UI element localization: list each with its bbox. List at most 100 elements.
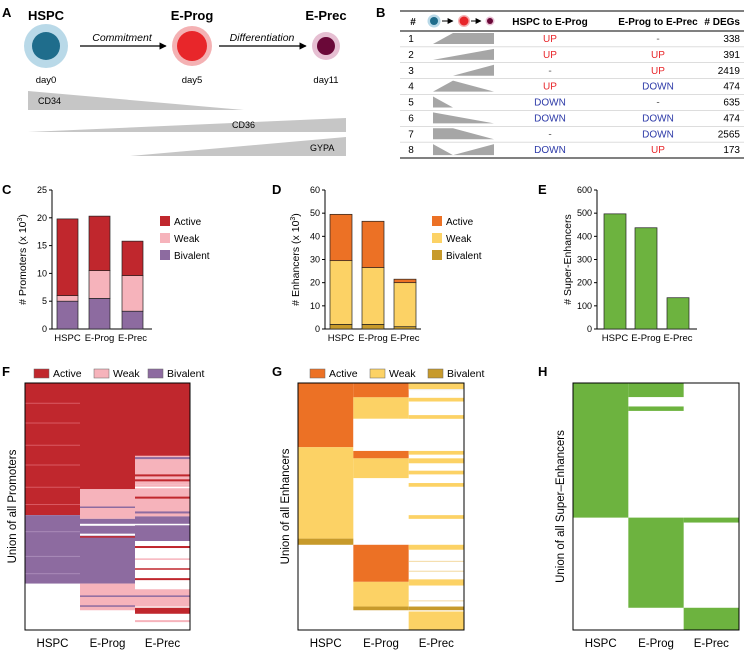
heatmap-row-axis-label: Union of all Enhancers [280,448,292,564]
y-axis-label-sup: 3 [17,217,24,221]
y-axis-label: # Super-Enhancers [562,214,574,304]
hspc-mini-nucleus [430,17,438,25]
y-tick-label: 30 [310,255,320,265]
bar-hspc-active [329,213,353,262]
legend-swatch-weak [432,233,442,243]
x-tick-label: HSPC [328,333,355,344]
col-header-hspc-eprog: HSPC to E-Prog [512,17,588,28]
legend-label-bivalent: Bivalent [167,368,204,380]
x-tick-label: E-Prec [118,333,147,344]
bar-hspc-bivalent [56,300,79,330]
panel-b: # HSPC to E-Prog E-Prog to E-Prec # DEGs… [400,10,744,159]
row-hspc-to-eprog: DOWN [534,113,566,124]
cd36-label: CD36 [232,120,255,130]
heatmap-block [25,515,80,584]
heatmap-block [298,447,354,539]
heatmap-block [80,383,135,490]
heatmap-line [80,506,135,508]
heatmap-line [408,389,464,391]
heatmap-frame [572,382,740,631]
y-tick-label: 200 [577,278,592,288]
y-axis-label-text: # Enhancers (x 10 [290,220,302,305]
stage-name-eprog: E-Prog [171,8,214,23]
y-tick-label: 15 [37,241,47,251]
eprog-cell-nucleus [177,31,207,61]
y-tick-label: 5 [42,296,47,306]
heatmap-line [135,457,190,460]
y-tick-label: 0 [315,324,320,334]
row-eprog-to-eprec: UP [651,66,665,77]
heatmap-block [135,484,190,517]
eprec-mini-nucleus [487,18,493,24]
heatmap-block [408,458,464,464]
legend-swatch-active [33,368,50,379]
heatmap-column-label: E-Prec [145,638,180,650]
panel-label-b: B [376,5,385,20]
y-axis-label-sup: 3 [290,217,297,221]
heatmap-block [135,541,190,590]
y-tick-label: 500 [577,208,592,218]
panel-label-c: C [2,182,12,197]
legend-label-active: Active [446,217,474,228]
x-tick-label: HSPC [602,333,629,344]
row-profile-wedge [433,33,494,44]
row-profile-wedge [433,64,494,76]
panel-label-h: H [538,364,547,379]
legend-swatch-active [309,368,326,379]
heatmap-line [135,479,190,482]
col-header-eprog-eprec: E-Prog to E-Prec [618,17,698,28]
commitment-label: Commitment [92,32,153,44]
heatmap-line [25,464,80,466]
bar-e-prog-super-enhancers [634,227,658,330]
bar-e-prec-active [393,278,417,284]
y-axis-label-close: ) [290,213,302,217]
y-tick-label: 100 [577,301,592,311]
row-degs: 474 [723,82,740,93]
heatmap-block [80,518,135,528]
hspc-cell-nucleus [32,32,60,60]
bar-hspc-super-enhancers [603,213,627,330]
heatmap-line [80,533,135,536]
row-profile-wedge [433,48,494,60]
table-rows: 1 UP - 338 2 UP UP 391 3 - UP 2419 4 UP DOWN 474 5 DOWN - 6… [400,33,744,156]
row-number: 2 [408,50,414,61]
heatmap-line [135,511,190,514]
heatmap-line [408,560,464,562]
heatmap-line [25,555,80,557]
heatmap-block [628,406,684,411]
row-profile-wedge [433,96,494,108]
heatmap-block [408,611,464,630]
heatmap-block [135,383,190,456]
heatmap-column-label: HSPC [310,638,342,650]
heatmap-block [80,489,135,519]
row-degs: 2419 [718,66,741,77]
row-profile-wedge [433,80,494,92]
heatmap-line [408,600,464,602]
cd34-wedge [28,91,244,110]
row-number: 1 [408,34,414,45]
heatmap-block [408,397,464,402]
heatmap-block [628,517,684,608]
heatmap-block [408,544,464,550]
row-eprog-to-eprec: - [656,98,659,109]
row-number: 5 [408,98,414,109]
legend-swatch-bivalent [432,250,442,260]
panel-label-e: E [538,182,547,197]
heatmap-block [683,517,739,523]
heatmap-line [135,558,190,560]
bar-hspc-weak [56,295,79,302]
differentiation-label: Differentiation [230,32,295,44]
y-tick-label: 0 [42,324,47,334]
gypa-label: GYPA [310,143,334,153]
bar-e-prec-weak [121,275,144,312]
panel-label-d: D [272,182,281,197]
row-hspc-to-eprog: - [548,129,551,140]
y-tick-label: 0 [587,324,592,334]
stage-name-hspc: HSPC [28,8,65,23]
heatmap-line [135,496,190,499]
heatmap-block [408,415,464,419]
bar-e-prog-bivalent [361,324,385,330]
day-eprec: day11 [313,75,338,86]
heatmap-line [25,444,80,446]
